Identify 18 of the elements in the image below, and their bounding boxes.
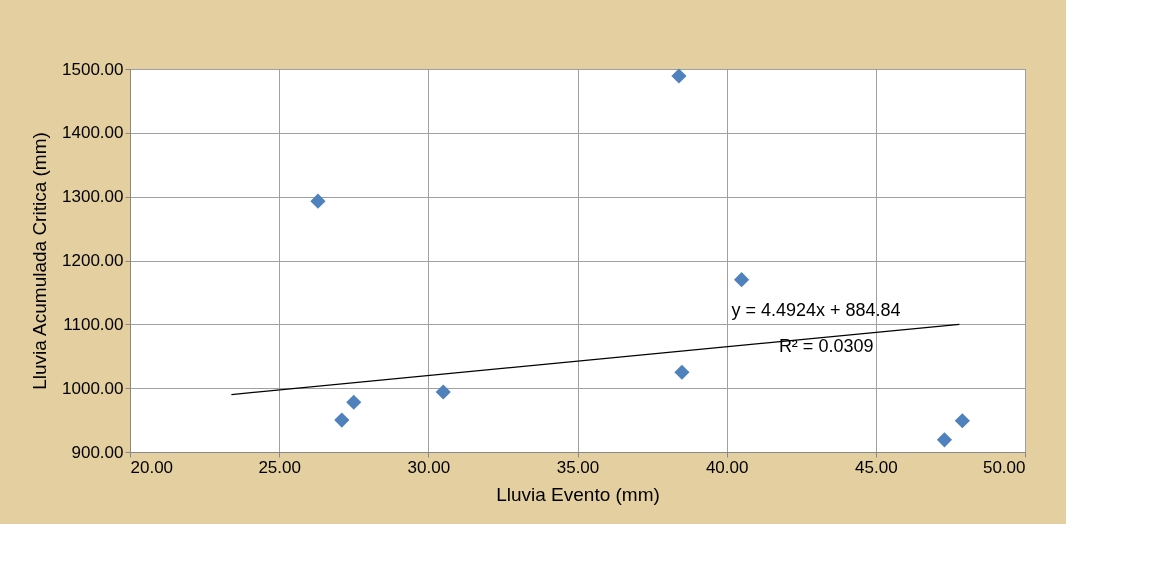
x-tick-label: 20.00 [130,457,174,477]
annotation: R² = 0.0309 [778,336,874,357]
x-tick-label: 50.00 [982,457,1026,477]
y-tick-label: 1400.00 [62,123,124,143]
y-tick-label: 1500.00 [62,59,124,79]
x-tick-label: 35.00 [556,457,600,477]
x-tick-label: 25.00 [258,457,301,477]
annotation: y = 4.4924x + 884.84 [731,300,901,321]
x-axis-title: Lluvia Evento (mm) [496,483,660,505]
y-tick-label: 1000.00 [62,378,124,398]
x-tick-label: 30.00 [407,457,451,477]
y-tick-label: 1100.00 [63,314,124,334]
x-tick-label: 40.00 [705,457,749,477]
y-tick-label: 1200.00 [62,251,124,270]
y-tick-label: 900.00 [71,442,124,462]
y-tick-label: 1300.00 [62,187,124,207]
x-tick-label: 45.00 [855,457,898,477]
y-axis-title: Lluvia Acumulada Critica (mm) [29,132,51,390]
